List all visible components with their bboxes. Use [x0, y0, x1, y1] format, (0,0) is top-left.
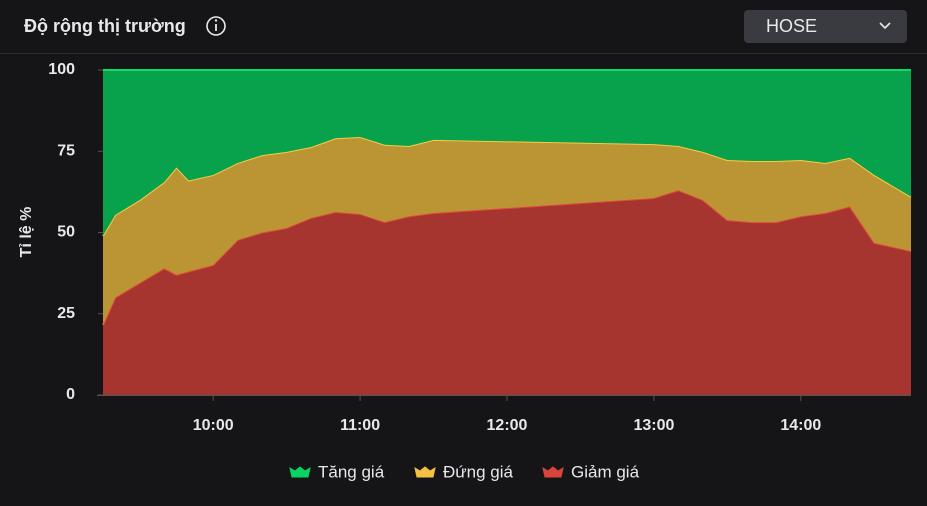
legend-label: Tăng giá — [318, 462, 385, 481]
legend-item[interactable]: Giảm giá — [542, 462, 640, 481]
legend-item[interactable]: Đứng giá — [414, 462, 514, 481]
page-title: Độ rộng thị trường — [24, 16, 186, 36]
x-tick-label: 13:00 — [633, 417, 674, 434]
x-tick-label: 11:00 — [340, 417, 380, 434]
y-tick-label: 100 — [48, 61, 75, 78]
info-icon[interactable] — [206, 16, 226, 36]
area — [103, 136, 911, 326]
legend-item[interactable]: Tăng giá — [289, 462, 385, 481]
legend-label: Giảm giá — [571, 462, 640, 481]
dropdown-chevron — [879, 22, 891, 30]
x-tick-label: 12:00 — [487, 417, 528, 434]
legend-swatch — [542, 466, 564, 478]
y-tick-label: 50 — [57, 224, 75, 241]
dropdown-label: HOSE — [766, 16, 817, 36]
x-tick-label: 14:00 — [780, 417, 821, 434]
legend-swatch — [414, 466, 436, 478]
dropdown-box — [744, 10, 907, 43]
legend-label: Đứng giá — [443, 462, 514, 481]
y-tick-label: 25 — [57, 305, 75, 322]
info-circle — [206, 16, 226, 36]
y-tick-label: 75 — [57, 142, 75, 159]
market-dropdown[interactable]: HOSE — [744, 10, 907, 43]
info-dot — [214, 19, 218, 22]
x-tick-label: 10:00 — [193, 417, 234, 434]
legend-swatch — [289, 466, 311, 478]
area — [103, 190, 911, 395]
y-axis-title: Tỉ lệ % — [18, 207, 35, 258]
area — [103, 70, 911, 236]
y-tick-label: 0 — [66, 386, 75, 403]
